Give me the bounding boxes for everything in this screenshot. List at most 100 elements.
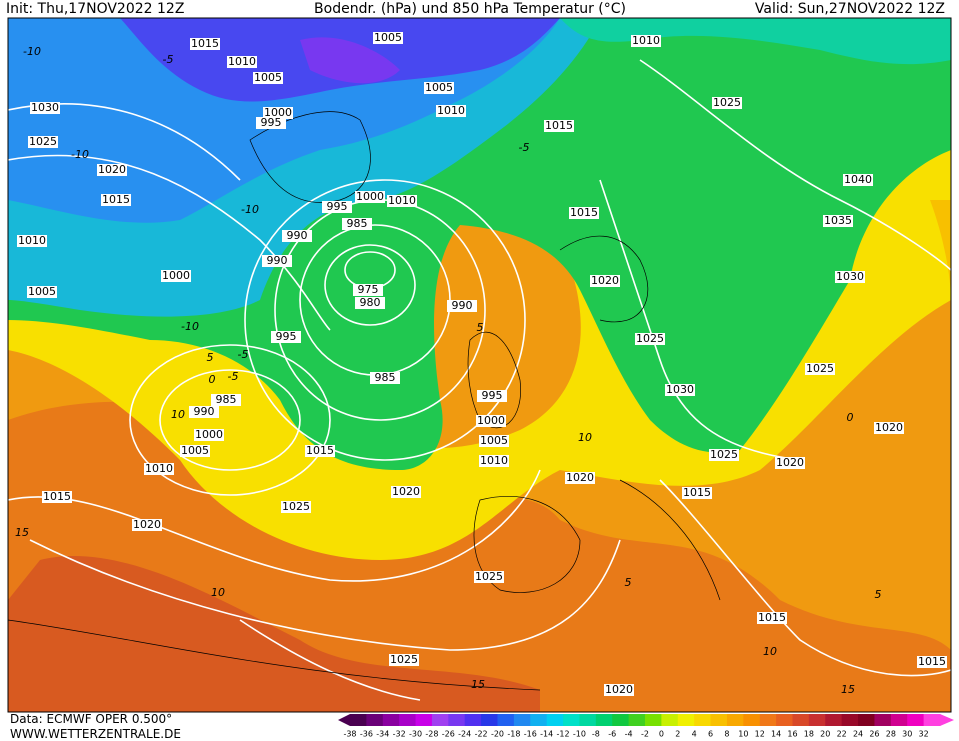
- colorbar-swatch: [464, 714, 482, 726]
- colorbar-label: 8: [724, 730, 729, 739]
- isobar-label-bg: [322, 201, 352, 213]
- isobar-label-bg: [342, 218, 372, 230]
- colorbar-label: 24: [853, 730, 863, 739]
- coastlines: [8, 111, 721, 691]
- colorbar-swatch: [530, 714, 548, 726]
- colorbar-swatch: [350, 714, 367, 726]
- temperature-label: 15: [841, 683, 855, 696]
- isobar-label-bg: [823, 215, 853, 227]
- isobar-label-bg: [42, 491, 72, 503]
- colorbar-swatch: [366, 714, 384, 726]
- colorbar-swatch: [874, 714, 892, 726]
- isobar-label: 1020: [392, 485, 420, 498]
- isobar-label-bg: [263, 107, 293, 119]
- isobar-label-bg: [391, 486, 421, 498]
- isobar-label-bg: [917, 656, 947, 668]
- isobar-label: 1025: [806, 362, 834, 375]
- colorbar-swatch: [792, 714, 810, 726]
- isobar-label-bg: [161, 270, 191, 282]
- temperature-label: -5: [238, 348, 249, 361]
- isobar-label-bg: [281, 501, 311, 513]
- isobar-label: 1040: [844, 173, 872, 186]
- isobar-label-bg: [132, 519, 162, 531]
- isobar-label-bg: [835, 271, 865, 283]
- isobar-label: 1010: [228, 55, 256, 68]
- isobar-label: 1000: [477, 414, 505, 427]
- isobar-label: 1020: [776, 456, 804, 469]
- colorbar-swatch: [595, 714, 613, 726]
- isobar-label-bg: [282, 230, 312, 242]
- isobar-label: 985: [347, 217, 368, 230]
- isobar-label: 1010: [388, 194, 416, 207]
- colorbar-label: 32: [919, 730, 929, 739]
- colorbar-label: 20: [820, 730, 830, 739]
- isobar-label-bg: [635, 333, 665, 345]
- colorbar-swatch: [563, 714, 580, 726]
- isobar-label-bg: [189, 406, 219, 418]
- colorbar-swatch: [858, 714, 875, 726]
- temperature-label: -5: [228, 370, 239, 383]
- isobar-label: 995: [482, 389, 503, 402]
- colorbar-label: 6: [708, 730, 713, 739]
- colorbar-label: -2: [641, 730, 649, 739]
- isobar-label: 1035: [824, 214, 852, 227]
- isobar-label-bg: [211, 394, 241, 406]
- isobar-label: 1020: [875, 421, 903, 434]
- isobar-label-bg: [436, 105, 466, 117]
- colorbar-label: 4: [692, 730, 697, 739]
- colorbar-label: -38: [343, 730, 356, 739]
- colorbar-label: 14: [771, 730, 781, 739]
- colorbar-swatch: [415, 714, 433, 726]
- colorbar-label: 28: [886, 730, 896, 739]
- init-time: Init: Thu,17NOV2022 12Z: [6, 1, 184, 17]
- colorbar-swatch: [513, 714, 531, 726]
- colorbar-label: -36: [360, 730, 373, 739]
- colorbar-label: 26: [869, 730, 879, 739]
- colorbar-label: -30: [409, 730, 422, 739]
- isobar-label: 1015: [43, 490, 71, 503]
- colorbar-swatch: [677, 714, 695, 726]
- colorbar-swatch: [628, 714, 646, 726]
- temperature-label: 5: [207, 351, 214, 364]
- colorbar-label: -24: [458, 730, 471, 739]
- colorbar: -38 -36 -34 -32 -30 -28 -26 -24 -22 -20 -18 -16 -14-…: [338, 714, 954, 739]
- isobar-label-bg: [874, 422, 904, 434]
- isobar-label: 1015: [683, 486, 711, 499]
- isobar-label: 1020: [605, 683, 633, 696]
- temperature-label: 15: [15, 526, 29, 539]
- isobar-label-bg: [775, 457, 805, 469]
- colorbar-swatch: [694, 714, 712, 726]
- isobar-label: 1005: [28, 285, 56, 298]
- colorbar-swatch: [808, 714, 826, 726]
- isobar-label: 1015: [545, 119, 573, 132]
- colorbar-label: -32: [393, 730, 406, 739]
- isobar-label: 1015: [758, 611, 786, 624]
- isobar-label-bg: [479, 455, 509, 467]
- isobar-label: 1020: [566, 471, 594, 484]
- isobar-label: 1005: [374, 31, 402, 44]
- isobar-label-bg: [256, 117, 286, 129]
- colorbar-swatch: [825, 714, 843, 726]
- isobar-label-bg: [805, 363, 835, 375]
- isobar-label-bg: [682, 487, 712, 499]
- isobar-label: 1025: [29, 135, 57, 148]
- isobar-label: 1000: [356, 190, 384, 203]
- isobar-label-bg: [757, 612, 787, 624]
- isobar-label: 990: [452, 299, 473, 312]
- isobar-label-bg: [544, 120, 574, 132]
- isobar-label: 1030: [666, 383, 694, 396]
- isobar-label: 1015: [918, 655, 946, 668]
- colorbar-label: -12: [557, 730, 570, 739]
- colorbar-swatch: [612, 714, 630, 726]
- colorbar-swatch: [579, 714, 597, 726]
- isobar-label: 980: [360, 296, 381, 309]
- isobar-label-bg: [590, 275, 620, 287]
- isobar-label: 990: [194, 405, 215, 418]
- isobar-label-bg: [27, 286, 57, 298]
- labels: 1015 1005 1010 1005 1030 1000 995 1025 1020 1015 1…: [15, 31, 947, 696]
- isobar-label: 990: [267, 254, 288, 267]
- colorbar-arrow-right: [940, 714, 954, 726]
- colorbar-arrow-left: [338, 714, 350, 726]
- temperature-label: -10: [71, 148, 89, 161]
- isobar-label-bg: [355, 191, 385, 203]
